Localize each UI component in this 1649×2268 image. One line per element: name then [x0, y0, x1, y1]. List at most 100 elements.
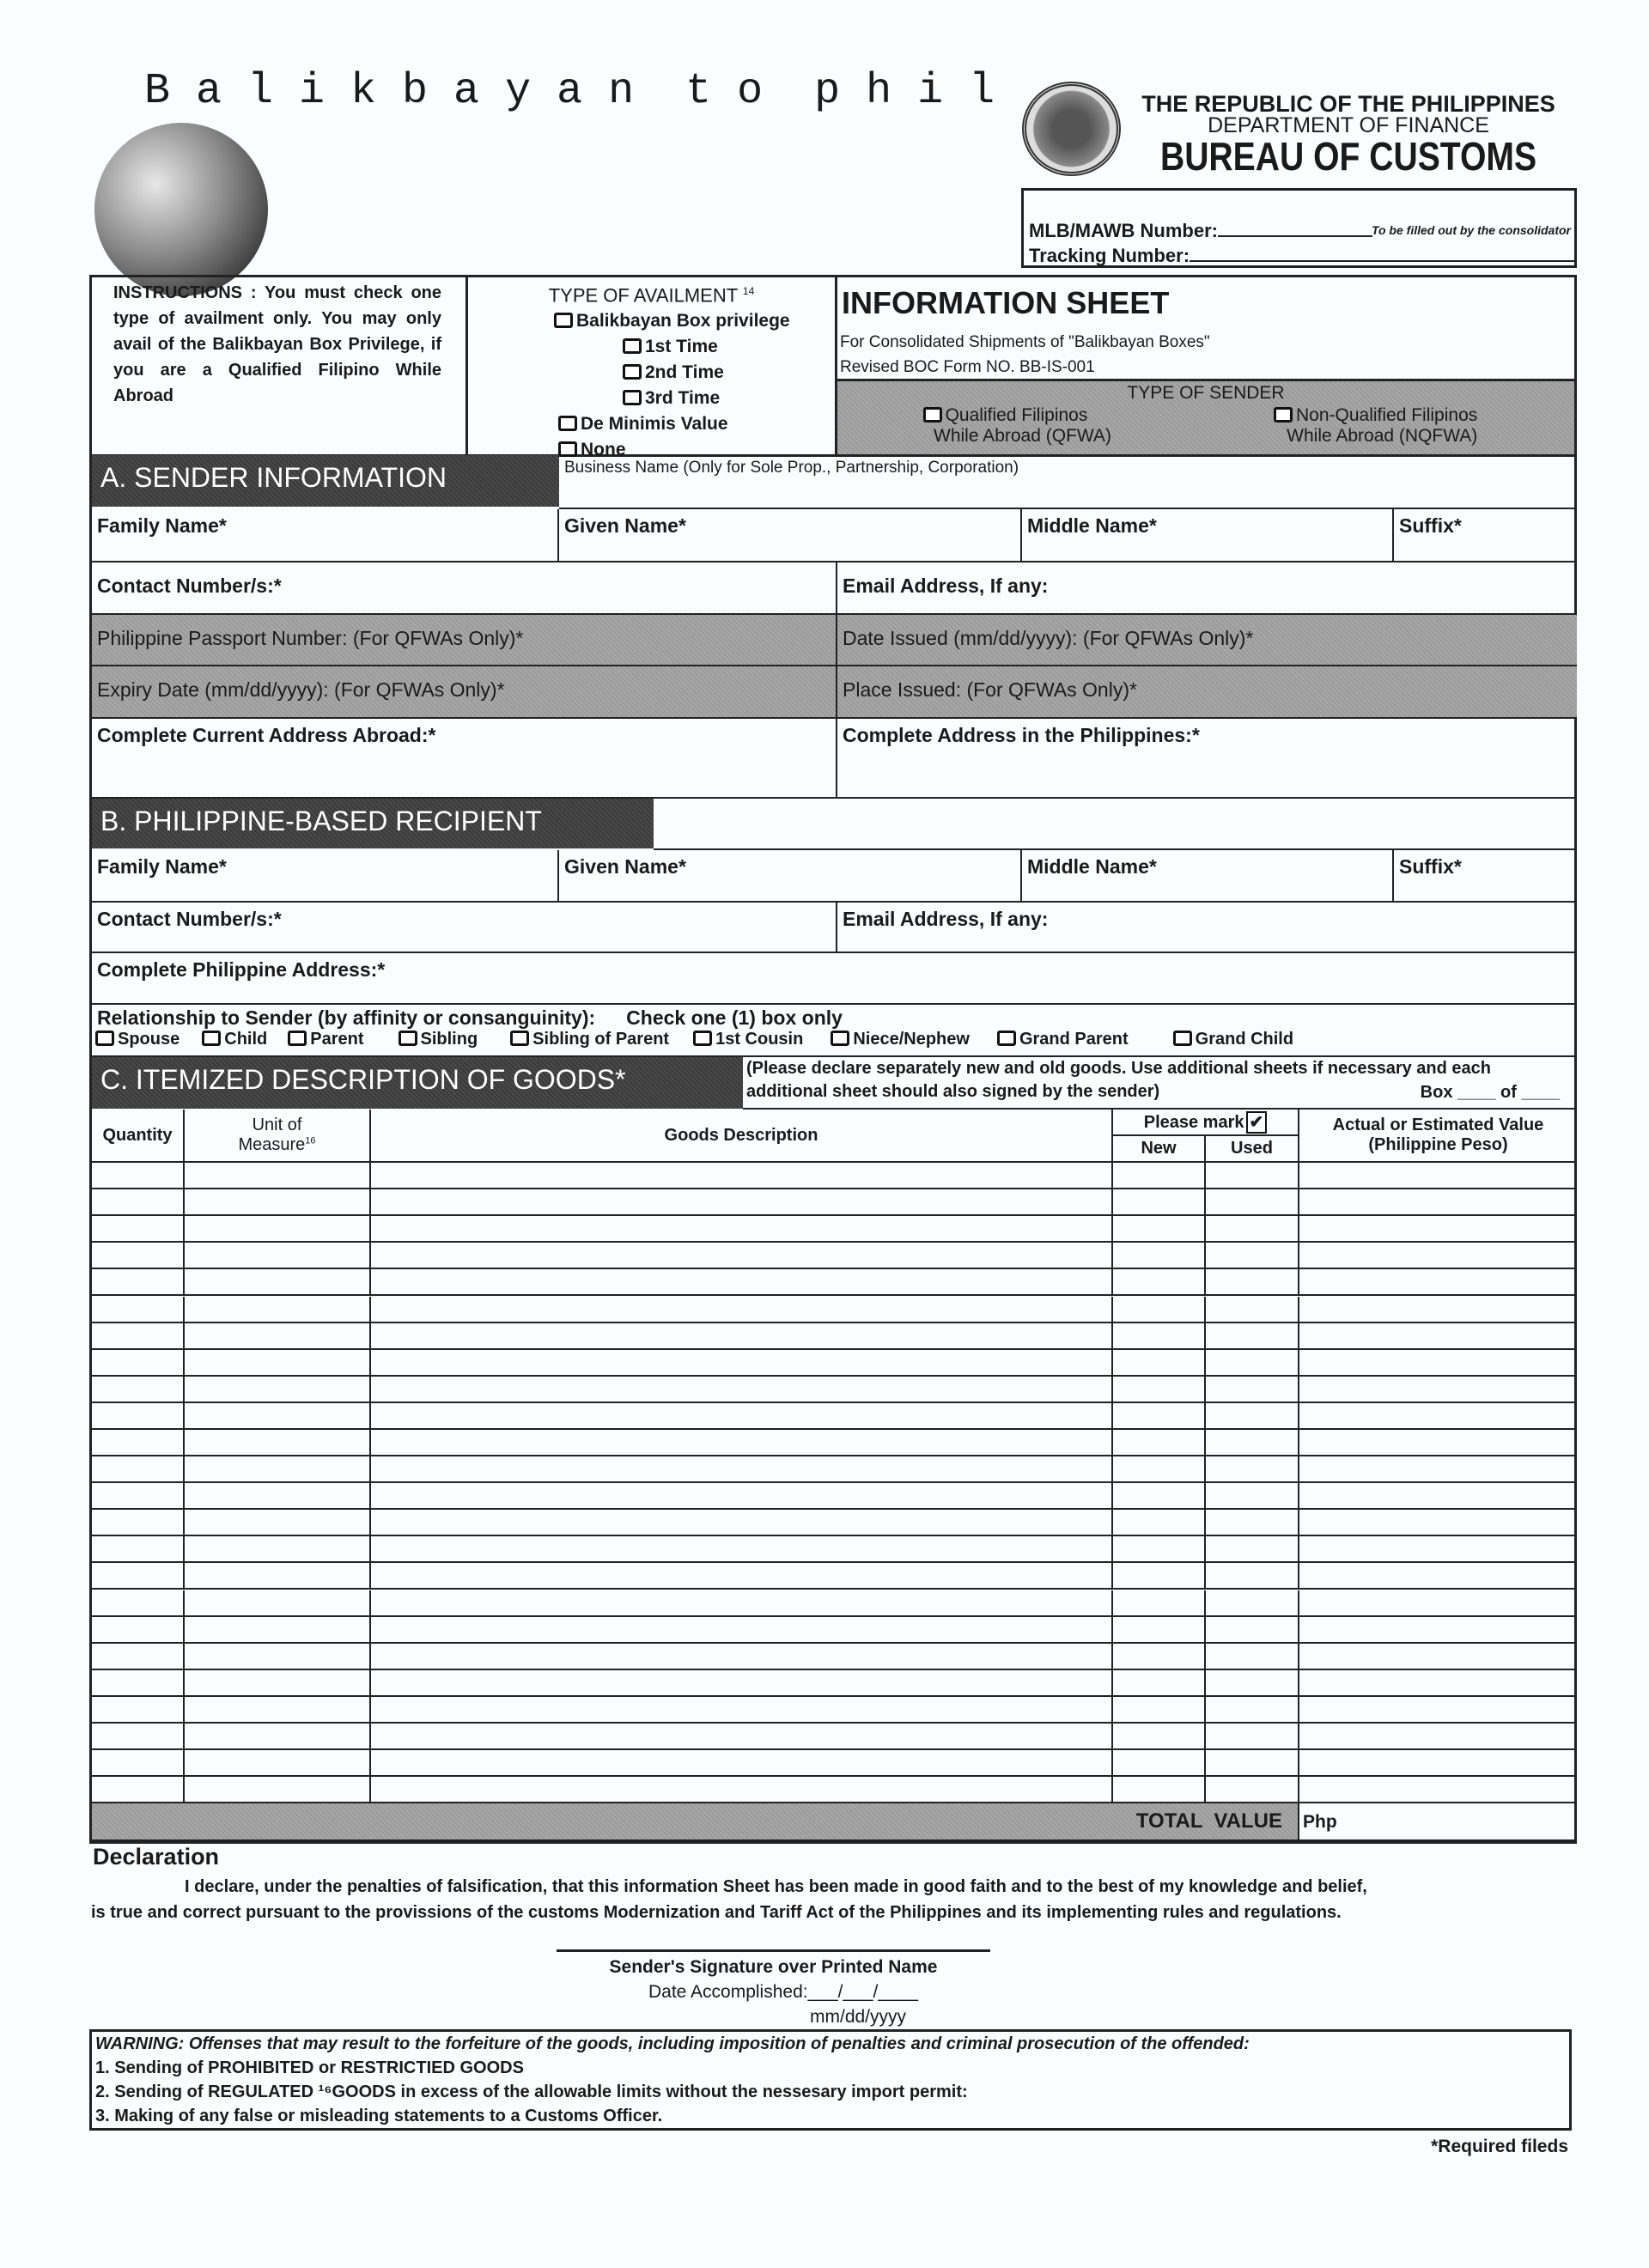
- unit-cell[interactable]: [185, 1189, 371, 1216]
- checkbox[interactable]: [623, 338, 642, 355]
- quantity-cell[interactable]: [92, 1163, 185, 1189]
- used-cell[interactable]: [1206, 1697, 1299, 1724]
- checkbox[interactable]: [693, 1031, 713, 1046]
- business-name-field[interactable]: Business Name (Only for Sole Prop., Part…: [559, 455, 1577, 509]
- quantity-cell[interactable]: [92, 1724, 185, 1750]
- quantity-cell[interactable]: [92, 1350, 185, 1377]
- option-1st-time[interactable]: 1st Time: [468, 334, 835, 360]
- checkbox[interactable]: [398, 1031, 417, 1046]
- checkbox[interactable]: [288, 1031, 307, 1046]
- value-cell[interactable]: [1299, 1644, 1577, 1670]
- value-cell[interactable]: [1299, 1563, 1577, 1590]
- description-cell[interactable]: [371, 1724, 1113, 1750]
- value-cell[interactable]: [1299, 1456, 1577, 1483]
- value-cell[interactable]: [1299, 1377, 1577, 1403]
- used-cell[interactable]: [1206, 1163, 1299, 1189]
- recipient-contact-field[interactable]: Contact Number/s:*: [92, 903, 837, 953]
- quantity-cell[interactable]: [92, 1189, 185, 1216]
- description-cell[interactable]: [371, 1377, 1113, 1403]
- recipient-given-name-field[interactable]: Given Name*: [559, 850, 1022, 903]
- used-cell[interactable]: [1206, 1430, 1299, 1456]
- checkbox[interactable]: [554, 313, 573, 329]
- date-issued-field[interactable]: Date Issued (mm/dd/yyyy): (For QFWAs Onl…: [837, 615, 1577, 666]
- new-cell[interactable]: [1113, 1724, 1206, 1750]
- used-cell[interactable]: [1206, 1563, 1299, 1590]
- value-cell[interactable]: [1299, 1163, 1577, 1189]
- description-cell[interactable]: [371, 1403, 1113, 1430]
- used-cell[interactable]: [1206, 1269, 1299, 1296]
- unit-cell[interactable]: [185, 1697, 371, 1724]
- value-cell[interactable]: [1299, 1590, 1577, 1617]
- quantity-cell[interactable]: [92, 1536, 185, 1563]
- value-cell[interactable]: [1299, 1189, 1577, 1216]
- mlb-input[interactable]: [1217, 235, 1372, 237]
- unit-cell[interactable]: [185, 1323, 371, 1350]
- relation-option-grand-child[interactable]: Grand Child: [1172, 1030, 1293, 1049]
- unit-cell[interactable]: [185, 1777, 371, 1803]
- description-cell[interactable]: [371, 1670, 1113, 1697]
- new-cell[interactable]: [1113, 1670, 1206, 1697]
- quantity-cell[interactable]: [92, 1617, 185, 1644]
- description-cell[interactable]: [371, 1697, 1113, 1724]
- sender-contact-field[interactable]: Contact Number/s:*: [92, 562, 837, 615]
- used-cell[interactable]: [1206, 1377, 1299, 1403]
- recipient-family-name-field[interactable]: Family Name*: [92, 850, 559, 903]
- option-de-minimis[interactable]: De Minimis Value: [468, 411, 835, 437]
- used-cell[interactable]: [1206, 1670, 1299, 1697]
- relation-option-grand-parent[interactable]: Grand Parent: [996, 1030, 1129, 1049]
- new-cell[interactable]: [1113, 1697, 1206, 1724]
- checkbox[interactable]: [623, 390, 642, 406]
- description-cell[interactable]: [371, 1189, 1113, 1216]
- quantity-cell[interactable]: [92, 1510, 185, 1536]
- unit-cell[interactable]: [185, 1216, 371, 1243]
- value-cell[interactable]: [1299, 1536, 1577, 1563]
- description-cell[interactable]: [371, 1563, 1113, 1590]
- description-cell[interactable]: [371, 1297, 1113, 1323]
- recipient-suffix-field[interactable]: Suffix*: [1394, 850, 1577, 903]
- description-cell[interactable]: [371, 1644, 1113, 1670]
- unit-cell[interactable]: [185, 1269, 371, 1296]
- used-cell[interactable]: [1206, 1750, 1299, 1777]
- new-cell[interactable]: [1113, 1350, 1206, 1377]
- new-cell[interactable]: [1113, 1563, 1206, 1590]
- unit-cell[interactable]: [185, 1590, 371, 1617]
- quantity-cell[interactable]: [92, 1377, 185, 1403]
- unit-cell[interactable]: [185, 1297, 371, 1323]
- used-cell[interactable]: [1206, 1644, 1299, 1670]
- used-cell[interactable]: [1206, 1403, 1299, 1430]
- description-cell[interactable]: [371, 1510, 1113, 1536]
- unit-cell[interactable]: [185, 1377, 371, 1403]
- used-cell[interactable]: [1206, 1456, 1299, 1483]
- quantity-cell[interactable]: [92, 1430, 185, 1456]
- new-cell[interactable]: [1113, 1163, 1206, 1189]
- option-none[interactable]: None: [468, 437, 835, 463]
- used-cell[interactable]: [1206, 1536, 1299, 1563]
- sender-email-field[interactable]: Email Address, If any:: [837, 562, 1577, 615]
- option-balikbayan[interactable]: Balikbayan Box privilege: [468, 308, 835, 334]
- unit-cell[interactable]: [185, 1243, 371, 1269]
- quantity-cell[interactable]: [92, 1323, 185, 1350]
- description-cell[interactable]: [371, 1536, 1113, 1563]
- unit-cell[interactable]: [185, 1510, 371, 1536]
- option-nqfwa[interactable]: Non-Qualified Filipinos While Abroad (NQF…: [1274, 405, 1477, 447]
- used-cell[interactable]: [1206, 1617, 1299, 1644]
- option-3rd-time[interactable]: 3rd Time: [468, 386, 835, 411]
- quantity-cell[interactable]: [92, 1777, 185, 1803]
- description-cell[interactable]: [371, 1483, 1113, 1510]
- new-cell[interactable]: [1113, 1216, 1206, 1243]
- new-cell[interactable]: [1113, 1510, 1206, 1536]
- unit-cell[interactable]: [185, 1430, 371, 1456]
- address-ph-field[interactable]: Complete Address in the Philippines:*: [837, 719, 1577, 799]
- new-cell[interactable]: [1113, 1377, 1206, 1403]
- used-cell[interactable]: [1206, 1216, 1299, 1243]
- new-cell[interactable]: [1113, 1750, 1206, 1777]
- quantity-cell[interactable]: [92, 1750, 185, 1777]
- date-accomplished[interactable]: Date Accomplished:___/___/____: [648, 1982, 919, 2002]
- value-cell[interactable]: [1299, 1216, 1577, 1243]
- quantity-cell[interactable]: [92, 1563, 185, 1590]
- relation-option-1st-cousin[interactable]: 1st Cousin: [693, 1030, 803, 1049]
- unit-cell[interactable]: [185, 1350, 371, 1377]
- unit-cell[interactable]: [185, 1536, 371, 1563]
- used-cell[interactable]: [1206, 1590, 1299, 1617]
- option-2nd-time[interactable]: 2nd Time: [468, 360, 835, 386]
